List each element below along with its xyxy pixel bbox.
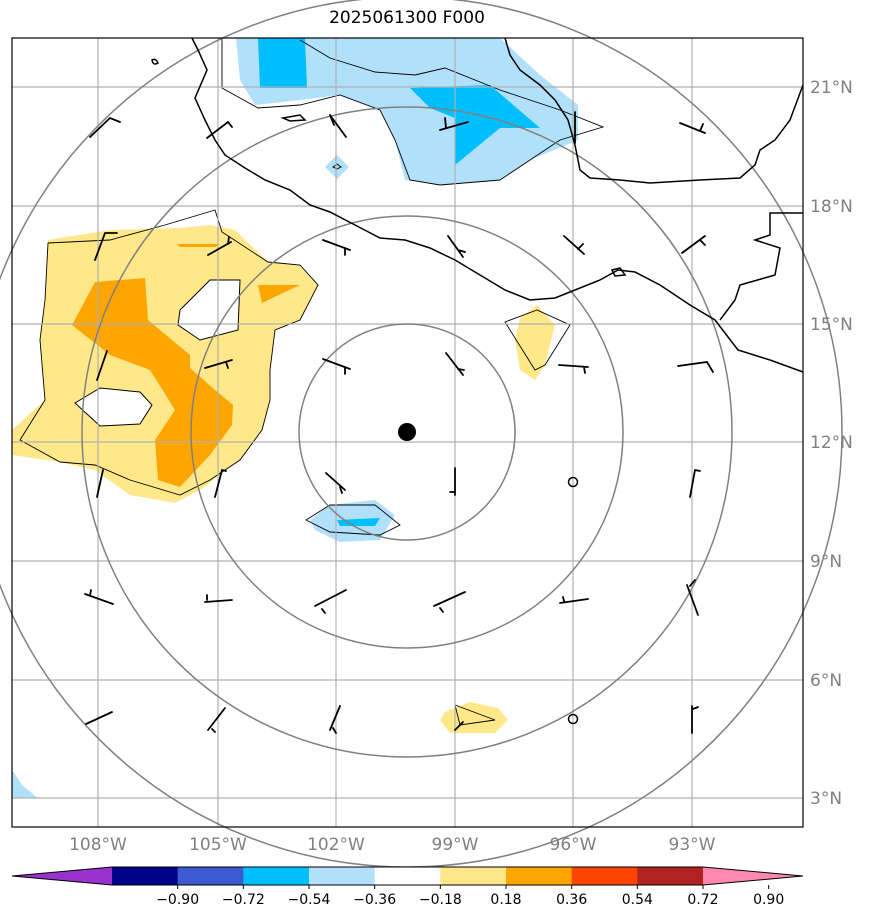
lat-label-12: 12°N <box>810 433 853 453</box>
neutral-holes <box>74 279 241 427</box>
map-panel <box>0 0 843 868</box>
lat-label-9: 9°N <box>810 552 842 572</box>
negative-anomaly-mid <box>258 38 540 526</box>
colorbar-tick-label: −0.90 <box>156 892 199 908</box>
lat-label-3: 3°N <box>810 789 842 809</box>
lat-label-6: 6°N <box>810 671 842 691</box>
lat-label-18: 18°N <box>810 197 853 217</box>
colorbar-tick-label: 0.36 <box>556 892 587 908</box>
contour-lines <box>19 38 605 726</box>
colorbar-segment <box>243 867 310 885</box>
colorbar-segment <box>637 867 704 885</box>
colorbar-tick-label: −0.36 <box>353 892 396 908</box>
colorbar-segment <box>177 867 244 885</box>
colorbar-outline <box>11 866 804 886</box>
lat-label-15: 15°N <box>810 315 853 335</box>
lon-label-99: 99°W <box>432 835 479 855</box>
colorbar-tick-label: 0.54 <box>622 892 653 908</box>
storm-center-marker <box>398 423 416 441</box>
graticule <box>12 38 803 827</box>
colorbar-segment <box>309 867 376 885</box>
colorbar-segment <box>440 867 507 885</box>
wind-barbs <box>84 111 714 734</box>
coastline <box>151 37 804 373</box>
colorbar-segment <box>374 867 441 885</box>
map-frame <box>11 37 804 828</box>
colorbar-tick-label: −0.72 <box>222 892 265 908</box>
negative-anomaly-light <box>12 38 578 798</box>
lat-label-21: 21°N <box>810 78 853 98</box>
colorbar: −0.90 −0.72 −0.54 −0.36 −0.18 0.18 0.36 0.54 0.7… <box>11 866 804 908</box>
colorbar-segment <box>506 867 573 885</box>
lon-label-93: 93°W <box>669 835 716 855</box>
map-title: 2025061300 F000 <box>329 8 485 28</box>
colorbar-tick-label: 0.72 <box>687 892 718 908</box>
colorbar-tick-label: 0.18 <box>490 892 521 908</box>
lon-label-105: 105°W <box>189 835 247 855</box>
lon-label-102: 102°W <box>307 835 365 855</box>
colorbar-tick-label: −0.54 <box>288 892 331 908</box>
colorbar-extend-low <box>12 867 112 885</box>
longitude-labels: 108°W 105°W 102°W 99°W 96°W 93°W <box>69 835 716 855</box>
colorbar-tick-label: −0.18 <box>419 892 462 908</box>
lon-label-108: 108°W <box>69 835 127 855</box>
colorbar-segment <box>112 867 179 885</box>
calm-wind-circles <box>567 476 579 725</box>
positive-anomaly-mid <box>72 244 300 487</box>
colorbar-segment <box>571 867 638 885</box>
colorbar-tick-label: 0.90 <box>753 892 784 908</box>
lon-label-96: 96°W <box>550 835 597 855</box>
colorbar-extend-high <box>703 867 803 885</box>
latitude-labels: 21°N 18°N 15°N 12°N 9°N 6°N 3°N <box>810 78 853 809</box>
